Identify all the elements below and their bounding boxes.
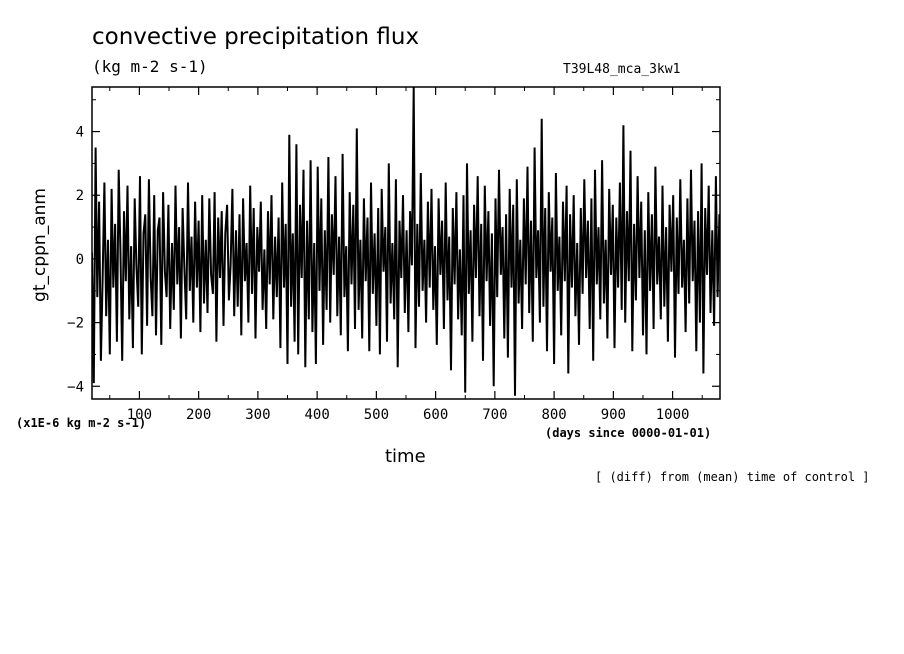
y-scale-note: (x1E-6 kg m-2 s-1) [16,416,147,430]
x-tick-label: 1000 [656,407,690,423]
x-tick-label: 600 [423,407,448,423]
y-tick-label: −4 [67,379,84,395]
x-axis-unit: (days since 0000-01-01) [545,426,712,440]
run-label: T39L48_mca_3kw1 [563,62,681,77]
y-tick-label: 0 [76,252,84,268]
y-tick-label: 2 [76,188,84,204]
x-tick-label: 100 [127,407,152,423]
chart-units: (kg m-2 s-1) [92,57,208,76]
x-tick-label: 400 [304,407,329,423]
x-tick-label: 800 [541,407,566,423]
chart-footnote: [ (diff) from (mean) time of control ] [595,470,870,484]
x-tick-label: 200 [186,407,211,423]
chart-title: convective precipitation flux [92,24,420,50]
x-tick-label: 500 [364,407,389,423]
y-tick-label: 4 [76,125,84,141]
x-tick-label: 300 [245,407,270,423]
x-tick-label: 700 [482,407,507,423]
x-axis-label: time [385,446,426,467]
y-tick-label: −2 [67,316,84,332]
x-tick-label: 900 [601,407,626,423]
series-line [92,87,720,396]
